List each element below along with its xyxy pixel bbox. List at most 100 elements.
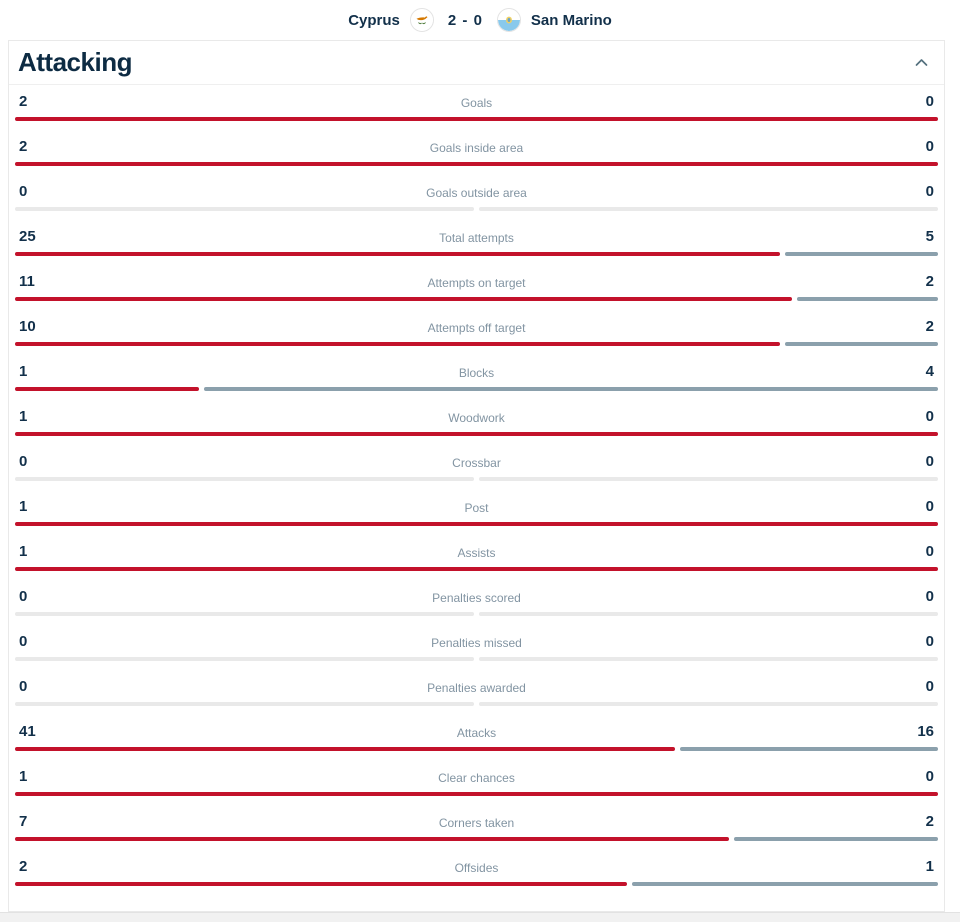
stat-row: 1 0 Assists [9,535,944,580]
attacking-stats-card: Attacking 2 0 Goals 2 0 Goals inside area 0 0 Go… [8,40,945,912]
home-bar-segment [15,837,729,841]
home-value: 7 [19,813,28,830]
home-value: 1 [19,408,28,425]
stat-row: 1 0 Clear chances [9,760,944,805]
stat-bar [15,207,938,211]
home-value: 1 [19,363,28,380]
attacking-section-header[interactable]: Attacking [9,41,944,85]
stat-bar [15,477,938,481]
stat-bar [15,117,938,121]
home-value: 0 [19,678,28,695]
home-value: 25 [19,228,36,245]
home-bar-segment [15,747,676,751]
away-value: 0 [925,498,934,515]
stat-row: 2 1 Offsides [9,850,944,895]
home-bar-segment [15,342,780,346]
home-value: 1 [19,543,28,560]
home-value: 2 [19,138,28,155]
away-value: 0 [925,183,934,200]
san-marino-flag-icon [496,8,521,32]
away-value: 0 [925,768,934,785]
home-value: 41 [19,723,36,740]
away-value: 0 [925,138,934,155]
away-value: 16 [917,723,934,740]
stat-bar [15,837,938,841]
home-bar-segment [15,207,474,211]
stat-row: 2 0 Goals inside area [9,130,944,175]
stat-bar [15,792,938,796]
stat-row: 0 0 Crossbar [9,445,944,490]
away-value: 2 [925,813,934,830]
stat-bar [15,162,938,166]
stat-values: 25 5 [15,220,938,246]
away-bar-segment [785,252,938,256]
page-footer-strip [0,912,960,922]
home-bar-segment [15,432,938,436]
stat-bar [15,522,938,526]
home-value: 1 [19,768,28,785]
stat-row: 1 0 Post [9,490,944,535]
away-value: 0 [925,633,934,650]
home-team-name: Cyprus [348,11,400,29]
stat-bar [15,387,938,391]
cyprus-flag-icon [409,8,434,32]
home-bar-segment [15,387,199,391]
away-value: 0 [925,93,934,110]
home-value: 0 [19,453,28,470]
stat-bar [15,297,938,301]
away-bar-segment [479,657,938,661]
home-bar-segment [15,612,474,616]
home-value: 0 [19,183,28,200]
away-team-name: San Marino [530,11,612,29]
home-bar-segment [15,792,938,796]
stat-row: 25 5 Total attempts [9,220,944,265]
away-value: 5 [925,228,934,245]
stat-bar [15,702,938,706]
stat-bar [15,567,938,571]
away-bar-segment [680,747,938,751]
home-value: 0 [19,633,28,650]
away-value: 4 [925,363,934,380]
stat-row: 2 0 Goals [9,85,944,130]
away-value: 2 [925,318,934,335]
stat-row: 1 0 Woodwork [9,400,944,445]
stat-bar [15,612,938,616]
away-bar-segment [785,342,938,346]
section-title: Attacking [18,47,132,77]
stat-bar [15,432,938,436]
away-value: 0 [925,588,934,605]
away-value: 0 [925,408,934,425]
stat-values: 10 2 [15,310,938,336]
stat-row: 10 2 Attempts off target [9,310,944,355]
away-value: 0 [925,453,934,470]
stat-row: 0 0 Penalties scored [9,580,944,625]
away-bar-segment [479,207,938,211]
away-bar-segment [796,297,938,301]
stat-row: 0 0 Penalties missed [9,625,944,670]
stat-row: 41 16 Attacks [9,715,944,760]
home-bar-segment [15,252,780,256]
stat-row: 0 0 Penalties awarded [9,670,944,715]
home-value: 2 [19,858,28,875]
home-value: 1 [19,498,28,515]
away-bar-segment [479,612,938,616]
home-value: 11 [19,273,35,290]
away-bar-segment [479,477,938,481]
stat-bar [15,882,938,886]
stat-values: 41 16 [15,715,938,741]
chevron-up-icon[interactable] [915,58,928,67]
away-value: 0 [925,678,934,695]
home-value: 2 [19,93,28,110]
stats-list: 2 0 Goals 2 0 Goals inside area 0 0 Goals outsid… [9,85,944,895]
home-bar-segment [15,162,938,166]
stat-row: 7 2 Corners taken [9,805,944,850]
